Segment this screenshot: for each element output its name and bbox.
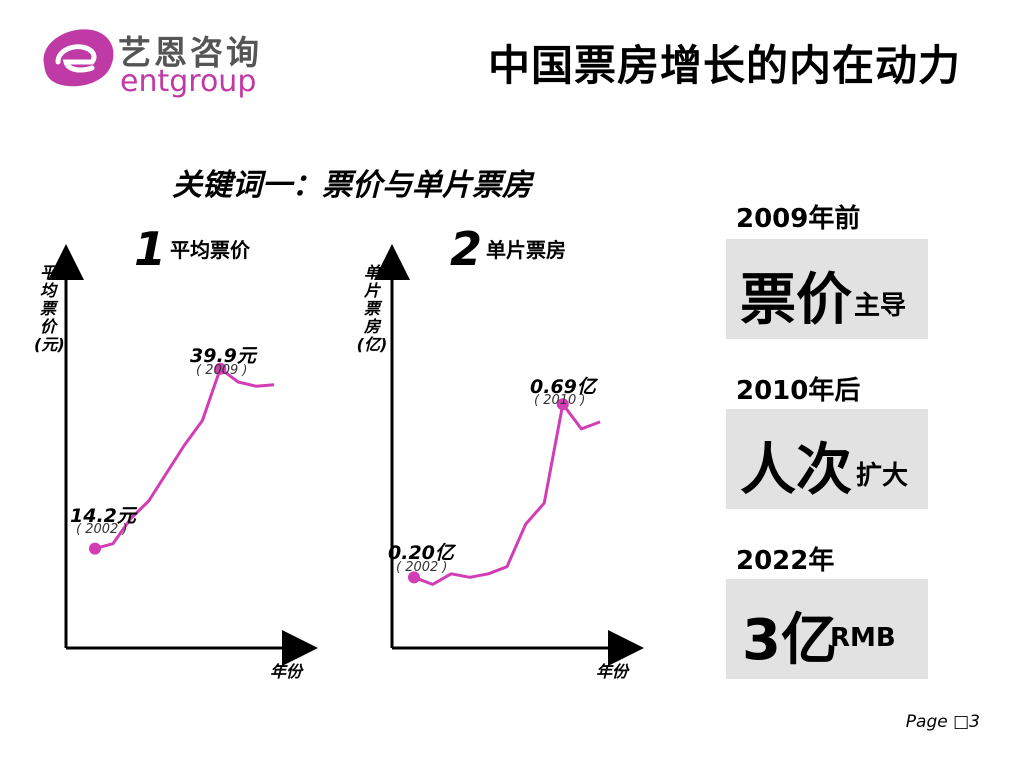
section2-box: 人次 扩大 <box>726 409 928 509</box>
section3-box: 3亿 RMB <box>726 579 928 679</box>
section2-small-text: 扩大 <box>856 461 909 491</box>
section2-big-text: 人次 <box>740 438 852 503</box>
chart1-line <box>94 367 275 551</box>
chart2-highlight-point <box>556 398 569 411</box>
section1-heading: 2009年前 <box>736 204 861 234</box>
chart1-ylabel-char: 票 <box>39 299 56 318</box>
chart2-start-value-label: 0.20亿 <box>388 542 454 564</box>
chart2-label: 单片票房 <box>486 238 567 262</box>
chart1-start-year-label: ( 2002 ) <box>76 522 128 537</box>
section1-big-text: 票价 <box>740 268 852 333</box>
chart1-ylabel-char: (元) <box>34 335 65 354</box>
chart2-ylabel-char: 片 <box>363 281 380 300</box>
chart1-heading: 1 平均票价 <box>134 222 250 276</box>
logo-mark-icon <box>43 29 114 87</box>
chart2-highlight-point <box>408 571 420 584</box>
chart1-label: 平均票价 <box>170 238 251 262</box>
chart2-start-year-label: ( 2002 ) <box>396 560 448 575</box>
chart1-start-value-label: 14.2元 <box>70 505 136 527</box>
charts-canvas <box>48 244 644 666</box>
logo-english-name: entgroup <box>120 64 257 99</box>
chart2-ylabel-char: 房 <box>363 317 380 336</box>
chart2-peak-value-label: 0.69亿 <box>530 376 596 398</box>
section3-heading: 2022年 <box>736 546 835 576</box>
chart1-y-axis-label: 平 均 票 价 (元) <box>34 264 65 354</box>
chart2-ylabel-char: 票 <box>363 299 380 318</box>
chart2-ylabel-char: (亿) <box>356 335 388 354</box>
chart2-x-axis-label: 年份 <box>596 662 629 681</box>
chart1-ylabel-char: 均 <box>39 281 56 300</box>
chart2-number: 2 <box>450 222 483 276</box>
chart1-highlight-point <box>214 362 227 375</box>
section3-small-text: RMB <box>830 623 896 653</box>
chart1-peak-value-label: 39.9元 <box>190 345 256 367</box>
chart1-highlight-point <box>89 542 101 555</box>
chart2-axes <box>374 244 644 666</box>
chart2-heading: 2 单片票房 <box>450 222 566 276</box>
chart2-line <box>413 402 601 586</box>
keyword-heading: 关键词一：票价与单片票房 <box>172 168 532 203</box>
chart2-series <box>408 398 601 586</box>
section3-big-text: 3亿 <box>742 608 837 673</box>
section1-small-text: 主导 <box>854 291 907 321</box>
chart1-x-axis-label: 年份 <box>270 662 303 681</box>
section2-heading: 2010年后 <box>736 376 861 406</box>
chart1-axes <box>48 244 318 666</box>
chart1-peak-year-label: ( 2009 ) <box>196 363 248 378</box>
page-number: Page □3 <box>905 712 980 732</box>
logo-chinese-name: 艺恩咨询 <box>118 33 262 72</box>
chart1-ylabel-char: 价 <box>39 317 56 336</box>
section1-box: 票价 主导 <box>726 239 928 339</box>
page-title: 中国票房增长的内在动力 <box>488 41 962 90</box>
chart2-peak-year-label: ( 2010 ) <box>534 393 586 408</box>
chart1-series <box>89 362 275 555</box>
chart1-number: 1 <box>134 222 167 276</box>
